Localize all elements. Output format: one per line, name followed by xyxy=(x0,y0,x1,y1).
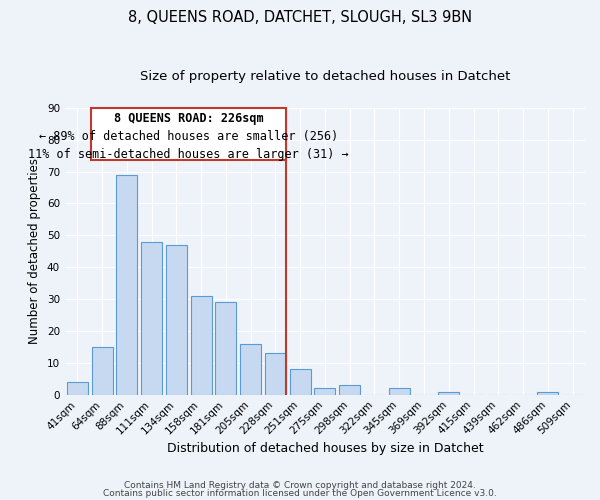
Bar xyxy=(67,382,88,394)
Bar xyxy=(191,296,212,394)
Bar xyxy=(166,245,187,394)
Bar xyxy=(339,385,360,394)
Bar xyxy=(538,392,559,394)
Bar xyxy=(92,347,113,395)
Bar xyxy=(438,392,460,394)
Bar xyxy=(240,344,261,394)
Text: 8, QUEENS ROAD, DATCHET, SLOUGH, SL3 9BN: 8, QUEENS ROAD, DATCHET, SLOUGH, SL3 9BN xyxy=(128,10,472,25)
X-axis label: Distribution of detached houses by size in Datchet: Distribution of detached houses by size … xyxy=(167,442,483,455)
Text: Contains public sector information licensed under the Open Government Licence v3: Contains public sector information licen… xyxy=(103,488,497,498)
Text: 8 QUEENS ROAD: 226sqm: 8 QUEENS ROAD: 226sqm xyxy=(113,112,263,126)
Title: Size of property relative to detached houses in Datchet: Size of property relative to detached ho… xyxy=(140,70,510,83)
FancyBboxPatch shape xyxy=(91,108,286,160)
Bar xyxy=(116,174,137,394)
Bar xyxy=(314,388,335,394)
Bar xyxy=(290,369,311,394)
Text: Contains HM Land Registry data © Crown copyright and database right 2024.: Contains HM Land Registry data © Crown c… xyxy=(124,481,476,490)
Bar xyxy=(389,388,410,394)
Y-axis label: Number of detached properties: Number of detached properties xyxy=(28,158,41,344)
Text: ← 89% of detached houses are smaller (256): ← 89% of detached houses are smaller (25… xyxy=(39,130,338,143)
Bar xyxy=(141,242,162,394)
Bar xyxy=(215,302,236,394)
Text: 11% of semi-detached houses are larger (31) →: 11% of semi-detached houses are larger (… xyxy=(28,148,349,160)
Bar xyxy=(265,354,286,395)
